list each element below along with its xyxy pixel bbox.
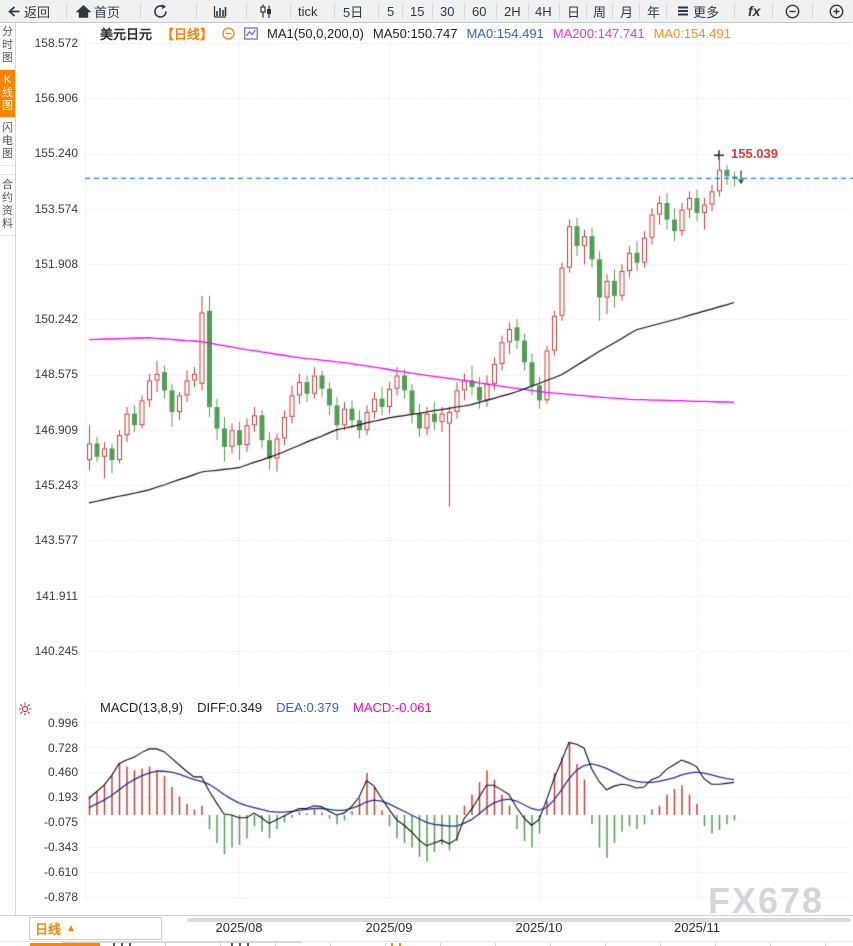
interval-tick[interactable]: tick — [298, 3, 318, 19]
sidebar-item-contract-info[interactable]: 合约资料 — [0, 174, 15, 236]
ma50-value: MA50:150.747 — [372, 26, 458, 41]
macd-axis-label: -0.878 — [43, 890, 78, 904]
x-axis-month-label: 2025/09 — [365, 920, 413, 935]
interval-week[interactable]: 周 — [593, 4, 607, 20]
collapse-minus-icon[interactable] — [222, 27, 235, 40]
symbol-name: 美元日元 — [100, 27, 153, 42]
formula-button[interactable]: fx — [748, 3, 761, 19]
macd-axis-label: -0.343 — [43, 840, 78, 854]
macd-diff-value: DIFF:0.349 — [197, 700, 263, 715]
period-selector-label: 日线 — [35, 922, 62, 937]
price-axis-label: 155.240 — [34, 146, 78, 160]
price-axis-label: 146.909 — [34, 423, 78, 437]
refresh-button[interactable] — [152, 0, 169, 22]
zoom-out-button[interactable] — [784, 0, 801, 22]
zoom-in-icon — [829, 4, 844, 18]
chevron-up-icon: ▲ — [66, 923, 76, 934]
interval-2h[interactable]: 2H — [504, 3, 521, 19]
price-axis-label: 143.577 — [34, 533, 78, 547]
macd-chart-canvas[interactable] — [16, 695, 853, 915]
strip-scrollbar — [62, 941, 302, 943]
back-label: 返回 — [24, 4, 51, 20]
price-axis-label: 140.245 — [34, 644, 78, 658]
price-axis-label: 153.574 — [34, 202, 78, 216]
high-price-label: 155.039 — [731, 146, 778, 161]
zoom-in-button[interactable] — [828, 0, 845, 22]
interval-15m[interactable]: 15 — [410, 3, 425, 19]
sidebar-item-time-chart[interactable]: 分时图 — [0, 22, 15, 70]
ma0-orange-value: MA0:154.491 — [653, 26, 731, 41]
sidebar-item-kline-chart[interactable]: K线图 — [0, 70, 15, 118]
interval-60m[interactable]: 60 — [472, 3, 487, 19]
refresh-icon — [154, 3, 167, 18]
macd-axis-label: 0.728 — [47, 741, 78, 755]
x-axis-month-label: 2025/10 — [515, 920, 563, 935]
trend-chart-button[interactable] — [212, 0, 228, 22]
macd-axis-label: 0.996 — [47, 716, 78, 730]
ma-settings: MA1(50,0,200,0) — [267, 26, 364, 41]
price-axis-label: 141.911 — [35, 589, 79, 603]
x-axis-month-label: 2025/11 — [673, 920, 721, 935]
interval-5m[interactable]: 5 — [387, 3, 395, 19]
indicator-settings-icon[interactable] — [18, 702, 32, 716]
zoom-out-icon — [785, 4, 800, 18]
interval-day[interactable]: 日 — [567, 4, 581, 20]
bottom-axis-bar: 日线 ▲ 2025/08 2025/09 2025/10 2025/11 — [0, 915, 853, 942]
menu-icon — [678, 6, 688, 16]
price-axis-label: 156.906 — [34, 91, 78, 105]
price-axis-label: 150.242 — [34, 312, 78, 326]
candlestick-icon — [260, 4, 271, 18]
strip-active-tab — [30, 943, 100, 946]
macd-axis-label: -0.610 — [43, 865, 78, 879]
home-icon — [76, 4, 91, 18]
macd-value: MACD:-0.061 — [352, 700, 432, 715]
macd-header: MACD(13,8,9) DIFF:0.349 DEA:0.379 MACD:-… — [100, 700, 432, 715]
macd-title: MACD(13,8,9) — [100, 700, 184, 715]
macd-dea-value: DEA:0.379 — [276, 700, 339, 715]
macd-axis-label: 0.193 — [47, 790, 78, 804]
price-axis-label: 151.908 — [34, 257, 78, 271]
home-button[interactable]: 首页 — [76, 0, 120, 22]
interval-5d[interactable]: 5日 — [343, 4, 364, 20]
price-axis-label: 145.243 — [34, 478, 78, 492]
trend-chart-icon — [213, 5, 227, 18]
interval-month[interactable]: 月 — [620, 4, 634, 20]
price-axis-label: 148.575 — [34, 367, 78, 381]
toolbar: 返回 首页 tick 5日 5 15 30 60 2H 4 — [0, 0, 853, 23]
sidebar-item-lightning-chart[interactable]: 闪电图 — [0, 118, 15, 166]
price-axis-label: 158.572 — [34, 36, 78, 50]
symbol-bar: 美元日元 【日线】 MA1(50,0,200,0) MA50:150.747 M… — [100, 24, 731, 43]
period-tag: 【日线】 — [161, 27, 214, 42]
horizontal-scrollbar[interactable] — [187, 918, 851, 922]
home-label: 首页 — [94, 4, 121, 20]
macd-axis-label: 0.460 — [47, 765, 78, 779]
clipped-panel-strip — [0, 941, 853, 946]
more-button[interactable]: 更多 — [676, 0, 719, 22]
ma200-value: MA200:147.741 — [552, 26, 645, 41]
back-button[interactable]: 返回 — [6, 0, 50, 22]
macd-axis-label: -0.075 — [43, 815, 78, 829]
interval-30m[interactable]: 30 — [440, 3, 455, 19]
interval-4h[interactable]: 4H — [535, 3, 552, 19]
period-selector[interactable]: 日线 ▲ — [29, 917, 162, 940]
interval-year[interactable]: 年 — [647, 4, 661, 20]
x-axis-month-label: 2025/08 — [215, 920, 263, 935]
candlestick-button[interactable] — [258, 0, 274, 22]
ma0-blue-value: MA0:154.491 — [466, 26, 544, 41]
back-arrow-icon — [8, 5, 20, 17]
candlestick-chart-canvas[interactable] — [16, 22, 853, 695]
ma-indicator-icon[interactable] — [244, 27, 258, 40]
sidebar: 分时图 K线图 闪电图 合约资料 — [0, 22, 16, 915]
